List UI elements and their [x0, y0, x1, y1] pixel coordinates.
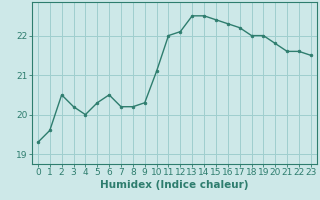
X-axis label: Humidex (Indice chaleur): Humidex (Indice chaleur)	[100, 180, 249, 190]
